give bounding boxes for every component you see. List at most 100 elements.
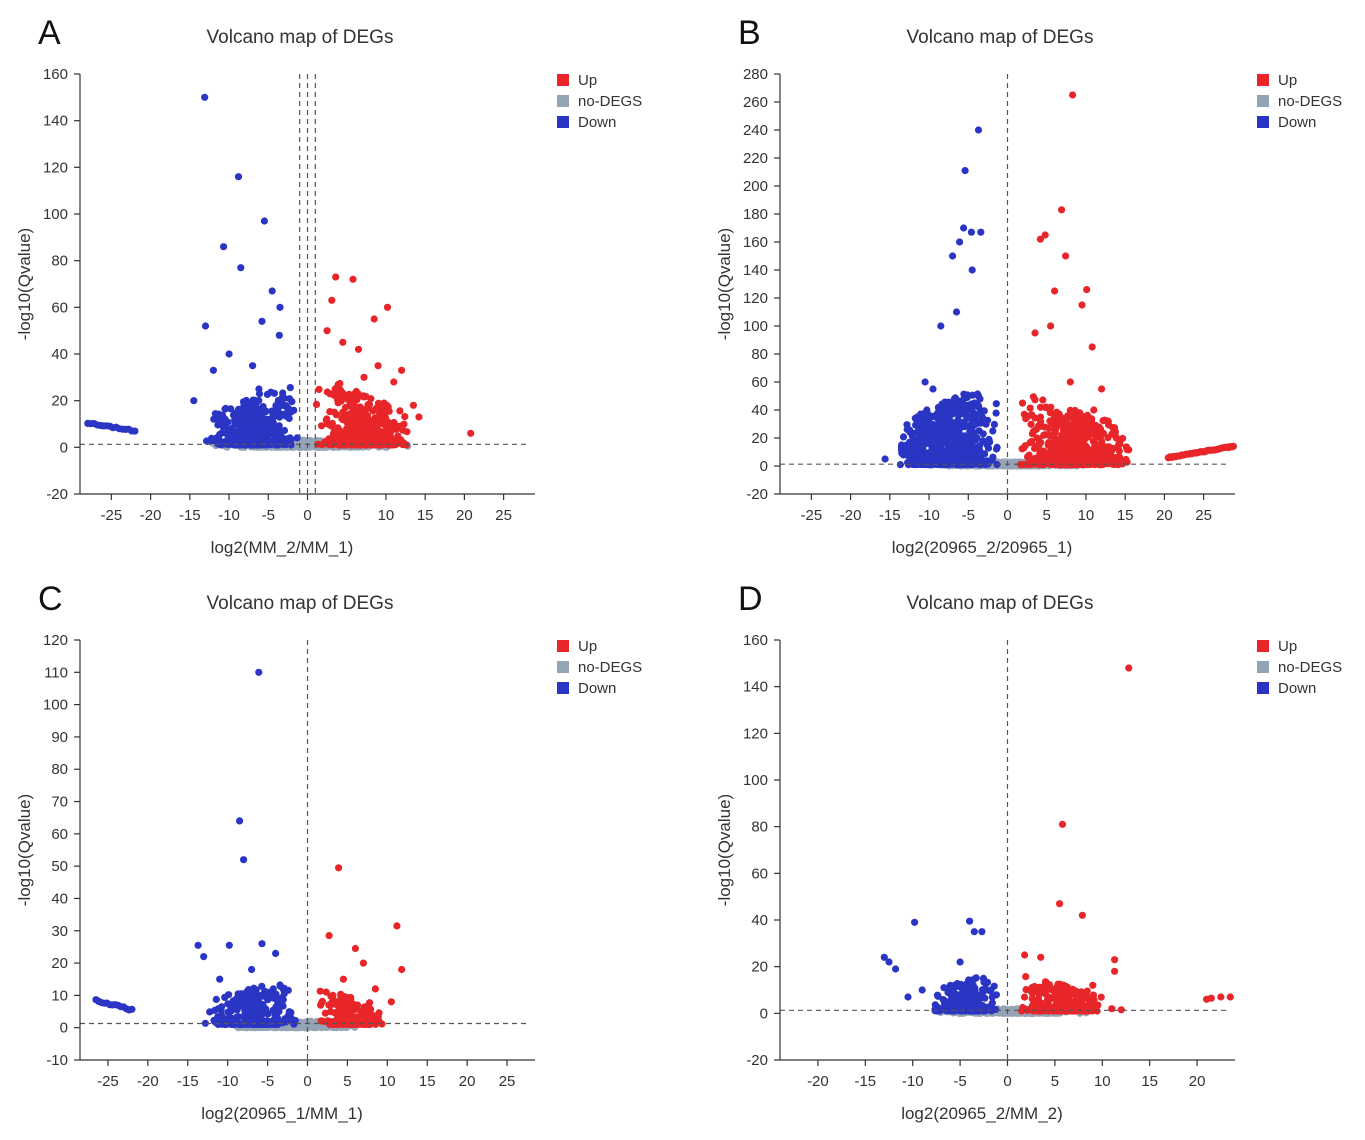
down-point: [909, 458, 917, 466]
down-point: [248, 1000, 256, 1008]
y-tick-label: 60: [751, 374, 768, 391]
up-point: [323, 327, 331, 335]
down-point: [257, 1020, 265, 1028]
up-point: [400, 420, 408, 428]
y-tick-label: 50: [51, 858, 68, 875]
up-point: [375, 436, 383, 444]
down-point: [216, 975, 224, 983]
up-point: [364, 1008, 372, 1016]
up-point: [349, 275, 357, 283]
up-point: [1065, 451, 1073, 459]
down-point: [263, 390, 271, 398]
up-point: [1082, 427, 1090, 435]
up-point: [1119, 434, 1127, 442]
down-point: [273, 423, 281, 431]
x-tick-label: 15: [1117, 507, 1134, 524]
down-point: [215, 410, 223, 418]
up-point: [415, 413, 423, 421]
up-point: [1018, 399, 1027, 407]
down-point: [225, 941, 233, 949]
up-point: [344, 426, 352, 434]
y-tick-label: 100: [43, 206, 68, 223]
legend-label: Down: [1278, 114, 1316, 131]
x-tick-label: -15: [177, 1073, 199, 1090]
down-point: [950, 398, 958, 406]
down-point: [232, 409, 240, 417]
down-point: [255, 385, 263, 393]
down-point: [946, 432, 954, 440]
up-point: [362, 427, 370, 435]
down-point: [976, 409, 984, 417]
down-point: [209, 366, 217, 374]
y-tick-label: 90: [51, 729, 68, 746]
down-point: [968, 266, 976, 274]
down-point: [920, 409, 928, 418]
volcano-chart-svg: D Volcano map of DEGs-2002040608010012014…: [715, 580, 1342, 1123]
up-point: [1049, 456, 1057, 464]
x-axis-title: log2(MM_2/MM_1): [211, 538, 354, 557]
down-point: [224, 1008, 232, 1016]
up-point: [326, 408, 334, 416]
up-point: [326, 1002, 334, 1010]
down-point: [270, 994, 278, 1002]
down-point: [250, 1020, 258, 1028]
down-point: [234, 1019, 242, 1027]
no-degs-point: [1000, 461, 1008, 469]
down-point: [989, 427, 997, 435]
down-point: [912, 441, 920, 449]
x-tick-label: -5: [261, 1073, 274, 1090]
up-point: [337, 990, 345, 998]
up-point: [345, 390, 353, 398]
up-point: [318, 422, 326, 430]
down-point: [913, 413, 921, 421]
x-tick-label: -20: [840, 507, 862, 524]
y-tick-label: 110: [44, 664, 68, 681]
up-point: [1229, 442, 1237, 450]
down-point: [918, 453, 926, 461]
up-point: [323, 388, 331, 396]
up-point: [353, 419, 361, 427]
down-point: [219, 439, 227, 447]
legend-swatch: [557, 682, 569, 694]
down-point: [244, 428, 252, 436]
up-point: [1109, 444, 1117, 452]
up-point: [325, 932, 333, 940]
down-point: [960, 224, 968, 232]
up-point: [1039, 396, 1047, 404]
up-point: [369, 407, 377, 415]
panel-letter: A: [38, 14, 61, 52]
down-point: [276, 303, 284, 311]
y-tick-label: 60: [51, 826, 68, 843]
x-tick-label: 25: [1195, 507, 1212, 524]
x-tick-label: -25: [97, 1073, 119, 1090]
up-point: [328, 296, 336, 304]
down-point: [921, 378, 929, 386]
down-point: [981, 994, 989, 1002]
down-point: [275, 409, 283, 417]
up-point: [1098, 385, 1106, 393]
up-point: [1035, 438, 1043, 446]
up-point: [1020, 410, 1028, 418]
no-degs-point: [308, 437, 316, 445]
down-point: [963, 405, 971, 413]
down-point: [249, 431, 257, 440]
up-point: [1047, 322, 1055, 330]
down-point: [906, 426, 914, 434]
up-point: [1026, 439, 1034, 447]
down-point: [221, 405, 229, 413]
legend-label: Down: [578, 680, 616, 697]
legend-label: Up: [578, 638, 597, 655]
down-point: [984, 444, 993, 452]
down-point: [248, 400, 256, 408]
up-point: [1067, 436, 1075, 444]
up-point: [359, 959, 367, 967]
down-point: [979, 457, 987, 465]
down-point: [258, 317, 266, 325]
down-point: [270, 412, 278, 421]
chart-title: Volcano map of DEGs: [907, 27, 1094, 48]
x-tick-label: 25: [495, 507, 512, 524]
legend-label: no-DEGS: [1278, 93, 1342, 110]
up-point: [1091, 432, 1100, 440]
up-point: [1031, 414, 1039, 422]
up-point: [384, 403, 392, 411]
